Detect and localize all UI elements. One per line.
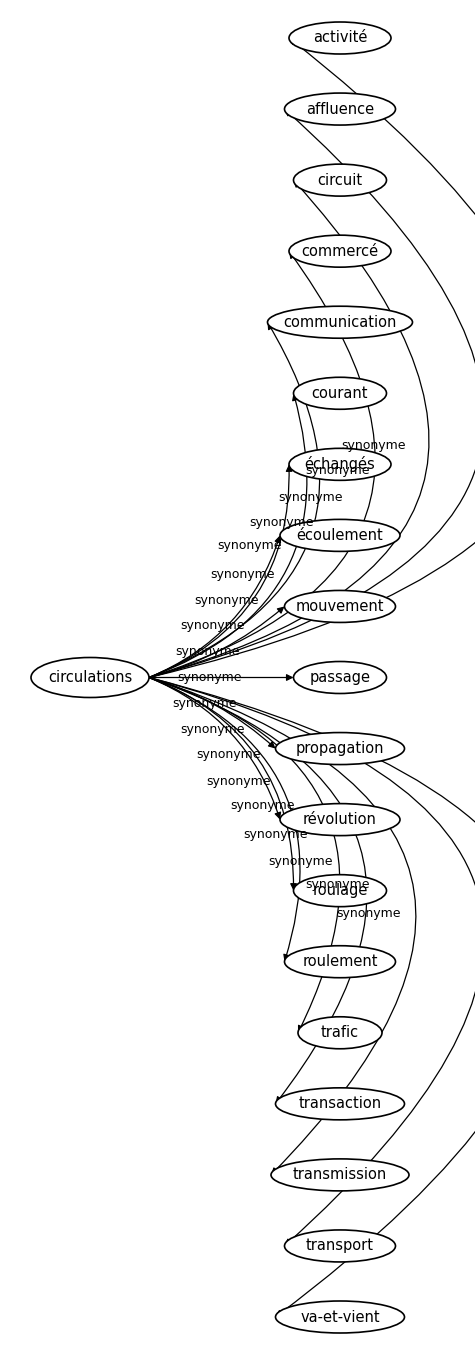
Text: circuit: circuit [317, 172, 362, 187]
FancyArrowPatch shape [149, 252, 375, 678]
Text: écoulement: écoulement [296, 528, 383, 543]
Text: transport: transport [306, 1238, 374, 1253]
Ellipse shape [294, 875, 387, 906]
Text: communication: communication [283, 314, 397, 329]
FancyArrowPatch shape [149, 675, 292, 680]
Ellipse shape [289, 449, 391, 480]
Ellipse shape [276, 733, 405, 764]
Text: synonyme: synonyme [180, 724, 245, 736]
Text: roulage: roulage [313, 883, 368, 898]
FancyArrowPatch shape [149, 466, 292, 678]
FancyArrowPatch shape [149, 39, 475, 677]
Text: synonyme: synonyme [218, 539, 282, 551]
FancyArrowPatch shape [149, 678, 340, 1031]
Text: synonyme: synonyme [230, 798, 295, 812]
Text: synonyme: synonyme [172, 698, 237, 710]
Ellipse shape [271, 1159, 409, 1191]
Text: propagation: propagation [296, 741, 384, 756]
Text: affluence: affluence [306, 102, 374, 117]
Text: synonyme: synonyme [244, 828, 308, 841]
Ellipse shape [285, 946, 396, 978]
Ellipse shape [267, 306, 412, 339]
Text: synonyme: synonyme [278, 492, 342, 504]
FancyArrowPatch shape [149, 678, 296, 889]
Text: synonyme: synonyme [342, 439, 406, 451]
Ellipse shape [289, 236, 391, 267]
Ellipse shape [285, 93, 396, 125]
Text: synonyme: synonyme [210, 568, 275, 581]
FancyArrowPatch shape [149, 394, 307, 678]
Ellipse shape [285, 1230, 396, 1262]
Ellipse shape [31, 657, 149, 698]
Text: transaction: transaction [298, 1096, 381, 1111]
Text: circulations: circulations [48, 669, 132, 686]
Ellipse shape [285, 591, 396, 622]
Text: synonyme: synonyme [305, 463, 370, 477]
Text: révolution: révolution [303, 812, 377, 827]
FancyArrowPatch shape [149, 678, 300, 961]
Text: synonyme: synonyme [305, 878, 370, 892]
Text: synonyme: synonyme [336, 906, 400, 920]
Text: commercé: commercé [302, 244, 379, 259]
Ellipse shape [276, 1301, 405, 1333]
Text: synonyme: synonyme [268, 855, 333, 869]
Text: trafic: trafic [321, 1026, 359, 1041]
Text: synonyme: synonyme [196, 748, 260, 762]
Ellipse shape [276, 1088, 405, 1119]
Ellipse shape [280, 804, 400, 836]
Ellipse shape [294, 661, 387, 694]
FancyArrowPatch shape [149, 678, 475, 1245]
FancyArrowPatch shape [149, 678, 416, 1173]
Text: mouvement: mouvement [296, 599, 384, 614]
Text: roulement: roulement [302, 954, 378, 969]
FancyArrowPatch shape [149, 607, 284, 678]
FancyArrowPatch shape [149, 110, 475, 678]
Text: courant: courant [312, 386, 368, 401]
FancyArrowPatch shape [149, 678, 275, 748]
Text: synonyme: synonyme [180, 619, 245, 631]
Ellipse shape [298, 1016, 382, 1049]
FancyArrowPatch shape [149, 324, 320, 678]
Ellipse shape [280, 519, 400, 551]
Text: synonyme: synonyme [249, 516, 314, 530]
Text: synonyme: synonyme [178, 671, 242, 684]
Text: échangés: échangés [304, 457, 375, 473]
FancyArrowPatch shape [149, 678, 367, 1103]
Text: synonyme: synonyme [207, 775, 271, 787]
FancyArrowPatch shape [149, 537, 281, 678]
Ellipse shape [294, 164, 387, 196]
Ellipse shape [289, 22, 391, 54]
Text: transmission: transmission [293, 1168, 387, 1183]
FancyArrowPatch shape [149, 678, 281, 818]
FancyArrowPatch shape [149, 678, 475, 1316]
FancyArrowPatch shape [149, 182, 429, 678]
Text: synonyme: synonyme [176, 645, 240, 659]
Ellipse shape [294, 377, 387, 409]
Text: activité: activité [313, 31, 367, 46]
Text: va-et-vient: va-et-vient [300, 1309, 380, 1324]
Text: synonyme: synonyme [194, 593, 258, 607]
Text: passage: passage [310, 669, 370, 686]
